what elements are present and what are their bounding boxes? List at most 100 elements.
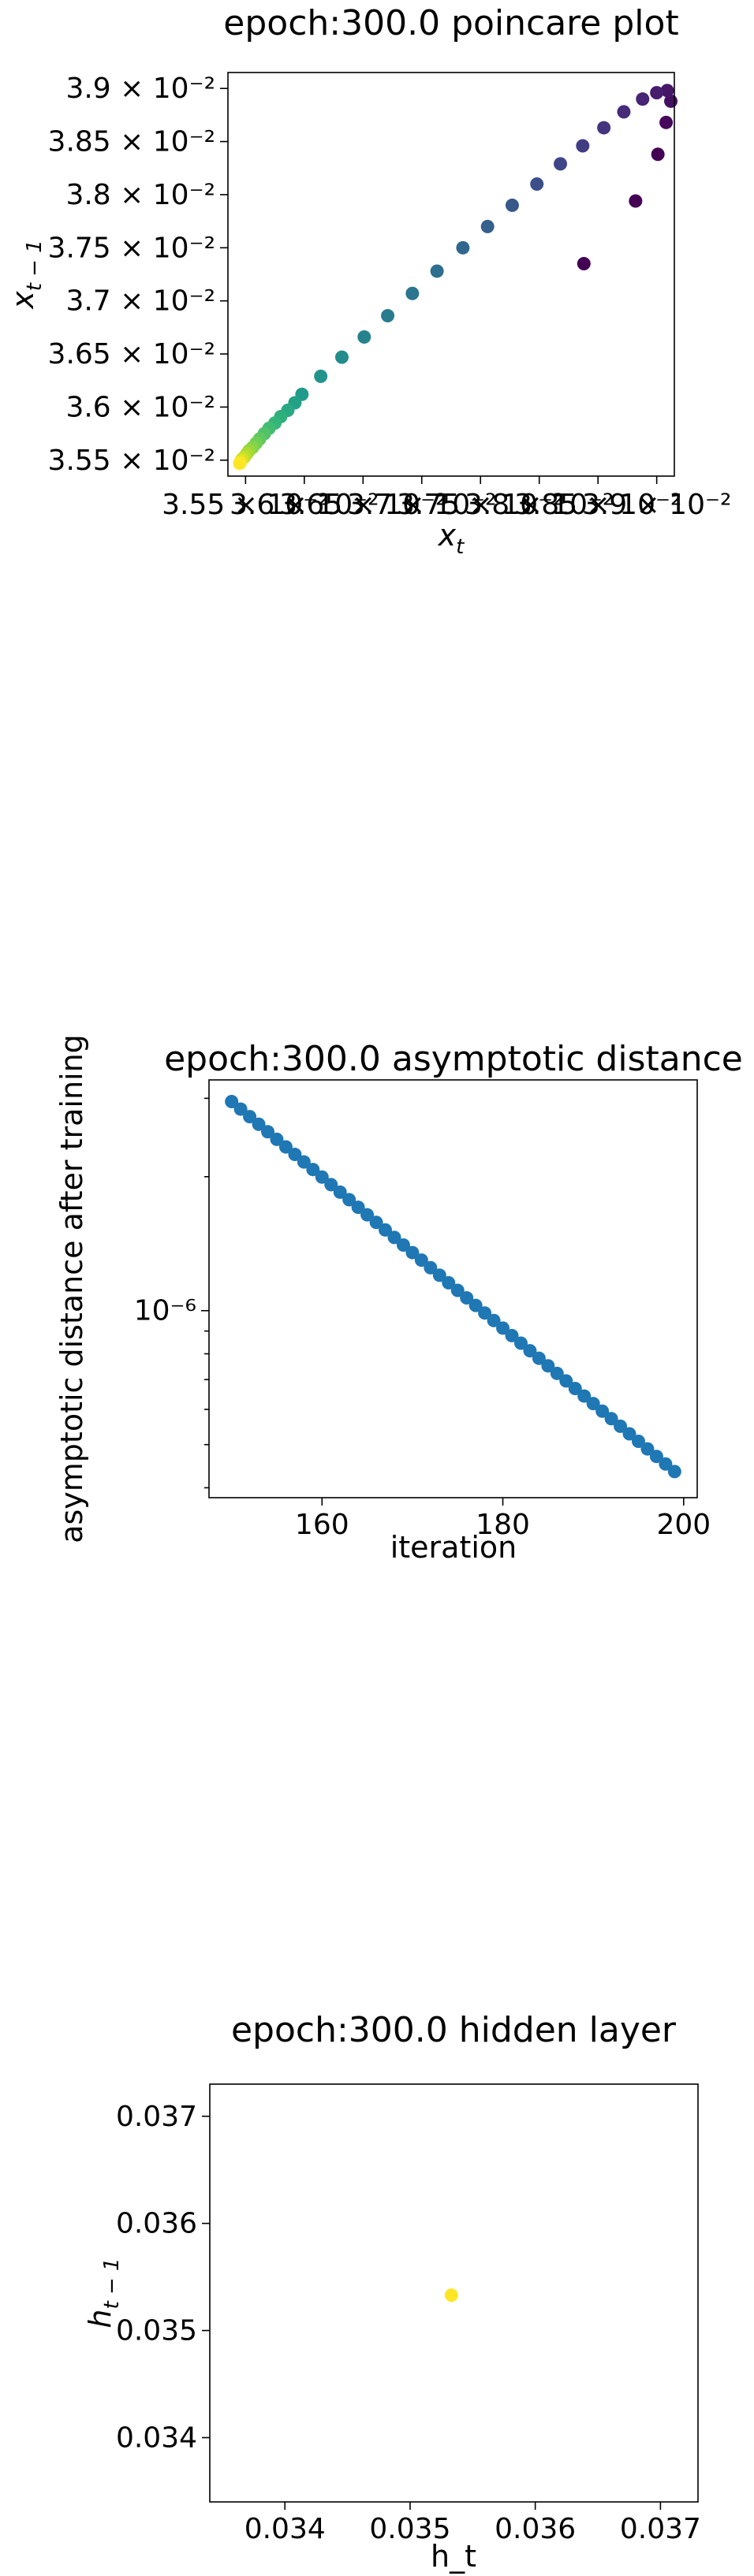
poincare-points — [233, 84, 678, 471]
data-point-37 — [559, 1374, 573, 1388]
data-point-3 — [659, 115, 674, 129]
data-point-45 — [631, 1435, 645, 1449]
y-axis-label: ht − 1 — [83, 2258, 124, 2328]
data-point-20 — [405, 1245, 420, 1260]
x-tick-label: 3.75 × 10⁻² — [397, 489, 564, 521]
y-tick-label: 10⁻⁶ — [134, 1295, 196, 1327]
data-point-18 — [381, 309, 395, 323]
data-point-6 — [650, 86, 664, 100]
y-axis-ticks: 10⁻⁶ — [134, 1097, 209, 1489]
data-point-25 — [450, 1283, 465, 1297]
x-tick-label: 3.65 × 10⁻² — [279, 489, 446, 521]
data-point-8 — [297, 1155, 311, 1169]
data-point-35 — [541, 1359, 555, 1373]
data-point-46 — [640, 1442, 655, 1456]
data-point-31 — [505, 1328, 519, 1342]
x-tick-label: 0.036 — [495, 2513, 576, 2545]
data-point-37 — [233, 456, 247, 471]
y-axis-label-sub: t − 1 — [23, 240, 47, 291]
y-tick-label: 3.75 × 10⁻² — [48, 232, 215, 264]
data-point-49 — [667, 1465, 681, 1479]
data-point-7 — [636, 92, 650, 106]
data-point-11 — [554, 157, 568, 171]
data-point-40 — [586, 1397, 600, 1411]
data-point-3 — [252, 1117, 266, 1131]
plot-frame — [208, 1079, 698, 1498]
x-axis-ticks: 0.034 0.035 0.036 0.037 — [244, 2502, 701, 2545]
y-axis-label-main: x — [6, 291, 40, 310]
data-point-16 — [369, 1215, 383, 1230]
x-axis-label-main: x — [438, 518, 457, 553]
data-point-1 — [233, 1102, 248, 1116]
data-point-11 — [324, 1178, 338, 1192]
x-tick-label: 0.037 — [620, 2513, 701, 2545]
x-tick-label: 3.7 × 10⁻² — [347, 489, 497, 521]
y-tick-label: 3.9 × 10⁻² — [65, 73, 215, 105]
distance-points — [225, 1094, 681, 1479]
y-axis-label-main: h — [83, 2309, 118, 2328]
x-tick-label: 3.85 × 10⁻² — [514, 489, 681, 521]
y-axis-ticks: 0.034 0.035 0.036 0.037 — [116, 2101, 210, 2454]
x-axis-ticks: 160 180 200 — [295, 1498, 711, 1541]
data-point-29 — [487, 1313, 501, 1327]
y-tick-label: 3.55 × 10⁻² — [48, 445, 215, 477]
data-point-30 — [496, 1321, 510, 1335]
data-point-22 — [424, 1260, 438, 1275]
data-point-26 — [460, 1291, 474, 1305]
data-point-15 — [360, 1208, 375, 1222]
data-point-20 — [334, 350, 349, 364]
plot-frame — [209, 2083, 699, 2503]
data-point-5 — [660, 84, 674, 98]
data-point-24 — [442, 1275, 456, 1290]
y-axis-label-sub: t − 1 — [100, 2258, 124, 2309]
x-tick-label: 3.8 × 10⁻² — [465, 489, 614, 521]
data-point-12 — [333, 1185, 347, 1199]
data-point-44 — [622, 1427, 636, 1441]
data-point-2 — [651, 147, 665, 162]
data-point-42 — [604, 1412, 618, 1426]
data-point-39 — [577, 1389, 592, 1403]
data-point-2 — [243, 1110, 257, 1124]
plot-frame — [227, 72, 675, 477]
data-point-16 — [430, 264, 444, 278]
data-point-47 — [649, 1450, 663, 1464]
data-point-12 — [530, 177, 544, 191]
x-axis-label: h_t — [431, 2539, 476, 2574]
data-point-33 — [523, 1344, 537, 1358]
data-point-28 — [478, 1306, 492, 1320]
y-axis-label: xt − 1 — [6, 240, 47, 310]
x-axis-label: iteration — [390, 1530, 517, 1565]
hidden-layer-points — [444, 2288, 458, 2302]
data-point-10 — [315, 1170, 329, 1184]
x-axis-label: xt — [438, 518, 465, 559]
x-tick-label: 3.6 × 10⁻² — [230, 489, 379, 521]
chart-title: epoch:300.0 asymptotic distance — [164, 1039, 743, 1079]
data-point-18 — [387, 1230, 401, 1245]
x-tick-label: 0.035 — [369, 2513, 450, 2545]
y-tick-label: 3.8 × 10⁻² — [65, 179, 215, 211]
data-point-48 — [659, 1457, 673, 1471]
data-point-14 — [480, 219, 495, 233]
data-point-14 — [351, 1201, 365, 1215]
chart-title: epoch:300.0 poincare plot — [223, 3, 678, 43]
data-point-21 — [414, 1253, 428, 1268]
chart-title: epoch:300.0 hidden layer — [231, 2010, 677, 2050]
data-point-9 — [306, 1163, 320, 1177]
data-point-8 — [617, 105, 631, 119]
x-tick-label: 200 — [656, 1509, 711, 1541]
y-tick-label: 3.85 × 10⁻² — [48, 126, 215, 158]
y-tick-label: 0.034 — [116, 2422, 197, 2454]
data-point-43 — [614, 1419, 628, 1433]
data-point-41 — [595, 1404, 610, 1418]
x-tick-label: 3.9 × 10⁻² — [582, 489, 732, 521]
data-point-4 — [261, 1125, 275, 1139]
x-tick-label: 3.55 × 10⁻² — [162, 489, 329, 521]
data-point-17 — [405, 286, 420, 300]
data-point-23 — [432, 1268, 446, 1282]
y-tick-label: 3.6 × 10⁻² — [65, 391, 215, 423]
data-point-6 — [278, 1140, 293, 1154]
data-point-0 — [444, 2288, 458, 2302]
asymptotic-distance-chart: epoch:300.0 asymptotic distance 160 180 20… — [54, 1034, 743, 1565]
x-tick-label: 180 — [476, 1509, 530, 1541]
y-tick-label: 3.65 × 10⁻² — [48, 338, 215, 370]
